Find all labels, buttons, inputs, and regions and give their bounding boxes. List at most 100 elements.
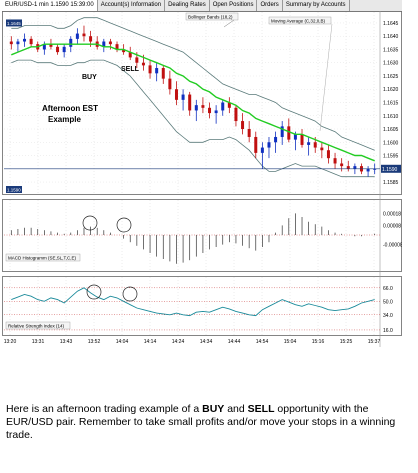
bollinger-upper-line bbox=[11, 17, 375, 151]
candle-body bbox=[9, 41, 13, 45]
candle-body bbox=[69, 38, 73, 47]
bollinger-label-box bbox=[185, 12, 239, 21]
tab-open-positions[interactable]: Open Positions bbox=[210, 0, 258, 11]
price-tick-label: 1.1620 bbox=[383, 87, 399, 93]
x-tick-label: 14:14 bbox=[144, 339, 157, 345]
candle-body bbox=[208, 107, 212, 114]
x-tick-label: 14:24 bbox=[172, 339, 185, 345]
caption-buy: BUY bbox=[202, 403, 225, 415]
candle-body bbox=[353, 166, 357, 169]
candle-body bbox=[320, 147, 324, 151]
macd-sell-circle bbox=[116, 217, 132, 233]
x-tick-label: 15:25 bbox=[340, 339, 353, 345]
candle-body bbox=[155, 68, 159, 74]
candle-body bbox=[148, 65, 152, 74]
candle-body bbox=[300, 134, 304, 145]
candle-body bbox=[141, 62, 145, 66]
price-tick-label: 1.1615 bbox=[383, 101, 399, 107]
candle-body bbox=[42, 44, 46, 50]
candle-body bbox=[135, 57, 139, 63]
candle-body bbox=[260, 147, 264, 153]
x-tick-label: 13:43 bbox=[60, 339, 73, 345]
candle-body bbox=[307, 142, 311, 145]
candle-body bbox=[75, 33, 79, 39]
candle-body bbox=[241, 121, 245, 130]
rsi-tick-label: 66.0 bbox=[383, 286, 393, 292]
moving-average-label-box bbox=[268, 16, 332, 25]
macd-label: MACD Histogramm (SE,SL,T,C,E) bbox=[8, 256, 77, 261]
macd-tick-label: -0.00008 bbox=[383, 243, 402, 249]
candle-body bbox=[254, 136, 258, 153]
candle-body bbox=[214, 110, 218, 114]
price-tick-label: 1.1645 bbox=[383, 21, 399, 27]
candle-body bbox=[108, 41, 112, 45]
rsi-tick-label: 34.0 bbox=[383, 313, 393, 319]
candle-body bbox=[161, 68, 165, 79]
candle-body bbox=[89, 36, 93, 42]
rsi-label: Relative Strength Index (14) bbox=[8, 324, 65, 329]
x-tick-label: 13:20 bbox=[4, 339, 17, 345]
candle-body bbox=[56, 46, 60, 53]
example-title-line1: Afternoon EST bbox=[42, 104, 98, 113]
candle-body bbox=[274, 136, 278, 143]
candle-body bbox=[326, 150, 330, 159]
macd-tick-label: 0.00018 bbox=[383, 211, 401, 217]
x-tick-label: 14:54 bbox=[256, 339, 269, 345]
candle-body bbox=[29, 38, 33, 45]
price-tick-label: 1.1600 bbox=[383, 140, 399, 146]
caption-before: Here is an afternoon trading example of … bbox=[6, 403, 203, 415]
tab-summary-by-accounts[interactable]: Summary by Accounts bbox=[283, 0, 350, 11]
tab-account-information[interactable]: Account(s) Information bbox=[98, 0, 166, 11]
tab-dealing-rates[interactable]: Dealing Rates bbox=[165, 0, 210, 11]
candle-body bbox=[340, 163, 344, 167]
price-tick-label: 1.1595 bbox=[383, 154, 399, 160]
candle-body bbox=[82, 33, 86, 37]
candle-body bbox=[49, 44, 53, 47]
macd-label-box bbox=[5, 253, 81, 262]
moving-average-line bbox=[11, 43, 375, 162]
bollinger-label: Bollinger Bands (18,2) bbox=[188, 15, 233, 20]
sell-annotation: SELL bbox=[121, 66, 140, 73]
candle-body bbox=[287, 126, 291, 140]
example-title-line2: Example bbox=[48, 115, 81, 124]
x-tick-label: 14:34 bbox=[200, 339, 213, 345]
tab-orders[interactable]: Orders bbox=[257, 0, 283, 11]
caption-text: Here is an afternoon trading example of … bbox=[6, 403, 414, 442]
candle-body bbox=[247, 129, 251, 137]
price-tick-label: 1.1605 bbox=[383, 127, 399, 133]
x-tick-label: 14:04 bbox=[116, 339, 129, 345]
forex-chart: 13:20 13:31 13:43 13:52 14:04 14:14 14:24 14:34… bbox=[2, 11, 402, 347]
buy-annotation: BUY bbox=[82, 74, 97, 81]
candle-body bbox=[280, 126, 284, 137]
candle-body bbox=[366, 168, 370, 172]
x-tick-label: 15:04 bbox=[284, 339, 297, 345]
moving-average-label: Moving Average (C,32,0,B) bbox=[271, 19, 325, 24]
candle-body bbox=[115, 44, 119, 50]
candle-body bbox=[346, 166, 350, 169]
moving-average-pointer bbox=[319, 23, 333, 132]
candle-body bbox=[188, 94, 192, 111]
macd-tick-label: 0.00008 bbox=[383, 223, 401, 229]
price-tick-label: 1.1630 bbox=[383, 61, 399, 67]
left-price-tag: 1.1645 bbox=[7, 21, 21, 26]
candle-body bbox=[201, 105, 205, 108]
rsi-label-box bbox=[5, 321, 71, 330]
candle-body bbox=[227, 102, 231, 108]
rsi-buy-circle bbox=[86, 284, 102, 300]
price-tick-label: 1.1585 bbox=[383, 180, 399, 186]
current-price-box bbox=[381, 164, 401, 173]
candle-body bbox=[62, 46, 66, 53]
candle-body bbox=[23, 38, 27, 42]
candle-body bbox=[174, 89, 178, 100]
candle-body bbox=[267, 142, 271, 148]
tab-chart[interactable]: EUR/USD-1 min 1.1590 15:39:00 bbox=[2, 0, 98, 11]
candle-body bbox=[102, 41, 106, 47]
candle-body bbox=[128, 52, 132, 58]
price-tick-label: 1.1640 bbox=[383, 34, 399, 40]
caption-middle: and bbox=[224, 403, 248, 415]
left-price-tag-box bbox=[6, 19, 22, 27]
bollinger-pointer bbox=[223, 19, 235, 28]
price-tick-label: 1.1635 bbox=[383, 47, 399, 53]
price-tick-label: 1.1625 bbox=[383, 74, 399, 80]
